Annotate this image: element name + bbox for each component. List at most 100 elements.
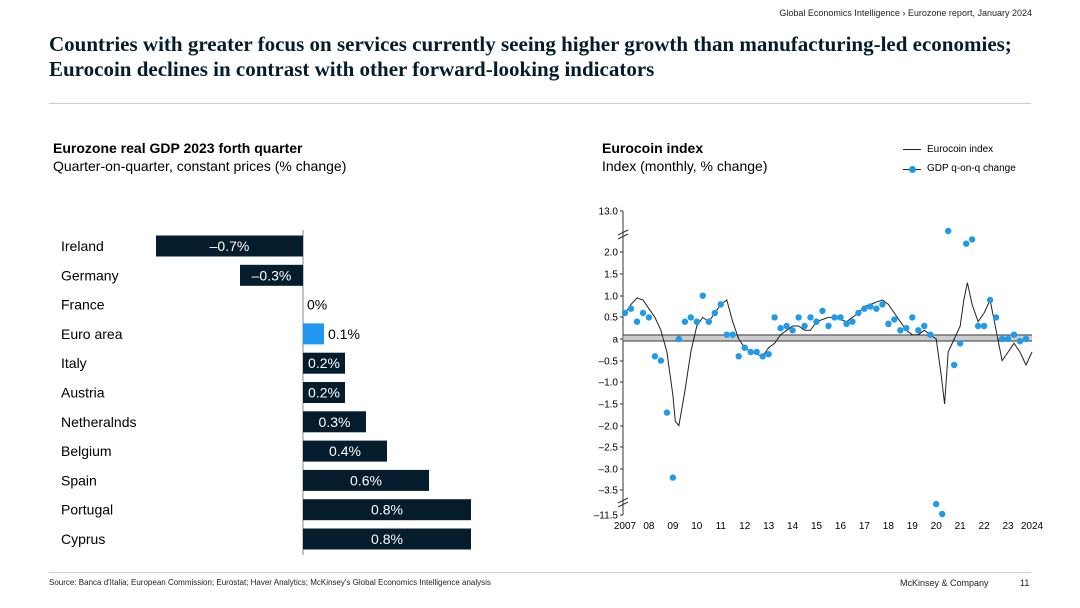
gdp-dot bbox=[675, 335, 683, 343]
gdp-dot bbox=[777, 325, 784, 332]
gdp-dot bbox=[1004, 335, 1012, 343]
gdp-dot bbox=[657, 357, 665, 364]
bar-value-label: 0.8% bbox=[371, 531, 403, 547]
y-tick-label: –1.0 bbox=[599, 378, 619, 389]
bar-category-label: Spain bbox=[61, 472, 97, 488]
axis-break-mark bbox=[617, 229, 629, 236]
gdp-dot bbox=[699, 292, 706, 299]
gdp-dot bbox=[795, 314, 802, 321]
page-number: 11 bbox=[1020, 578, 1030, 588]
bar-category-label: Belgium bbox=[61, 443, 112, 459]
eurocoin-chart-title: Eurocoin index bbox=[602, 140, 704, 156]
gdp-chart-title: Eurozone real GDP 2023 forth quarter bbox=[53, 140, 303, 156]
gdp-dot bbox=[807, 314, 814, 321]
bar-value-label: 0.8% bbox=[371, 502, 403, 518]
gdp-bar-chart: Ireland –0.7% Germany –0.3% France 0% Euro are… bbox=[61, 230, 471, 555]
y-tick-label: –0.5 bbox=[599, 357, 619, 368]
bar-category-label: Portugal bbox=[61, 502, 113, 518]
x-tick-label: 09 bbox=[667, 521, 679, 532]
gdp-dot bbox=[1010, 331, 1018, 338]
gdp-dot bbox=[741, 344, 748, 351]
eurocoin-line-chart: 13.0 2.0 1.5 1.0 0.5 a –0.5 –1.0 –1.5 –2.0 –2.5 –3.… bbox=[594, 207, 1044, 533]
y-tick-label: –1.5 bbox=[599, 400, 619, 411]
bar-value-label: 0.4% bbox=[329, 443, 361, 459]
bar bbox=[303, 323, 324, 345]
brand-name: McKinsey & Company bbox=[900, 578, 989, 588]
bar-value-label: 0% bbox=[307, 297, 327, 313]
y-tick-label: 2.0 bbox=[604, 248, 618, 259]
y-tick-label: –3.5 bbox=[599, 486, 619, 497]
x-tick-label: 12 bbox=[739, 521, 751, 532]
gdp-dot bbox=[759, 353, 766, 360]
gdp-chart-subtitle: Quarter-on-quarter, constant prices (% c… bbox=[53, 158, 347, 174]
bar-value-label: 0.6% bbox=[350, 472, 382, 488]
gdp-dot bbox=[627, 305, 635, 312]
gdp-dot bbox=[753, 348, 760, 356]
gdp-dot bbox=[855, 309, 862, 317]
bar-value-label: –0.7% bbox=[210, 238, 250, 254]
bar-value-label: 0.3% bbox=[319, 414, 351, 430]
bar-category-label: Austria bbox=[61, 385, 105, 401]
gdp-dot bbox=[861, 305, 868, 312]
gdp-dot bbox=[849, 318, 856, 325]
x-tick-label: 15 bbox=[811, 521, 823, 532]
month-ticks bbox=[622, 335, 1032, 341]
gdp-dot bbox=[867, 303, 874, 310]
gdp-dot bbox=[957, 340, 964, 347]
footer-divider bbox=[49, 572, 1031, 573]
gdp-dot bbox=[927, 331, 934, 338]
gdp-dot bbox=[998, 335, 1006, 343]
x-tick-label: 11 bbox=[716, 521, 727, 532]
gdp-dot bbox=[681, 318, 689, 325]
gdp-dot bbox=[633, 318, 641, 325]
gdp-dot bbox=[945, 227, 952, 235]
x-tick-label: 22 bbox=[979, 521, 991, 532]
gdp-dot bbox=[813, 318, 820, 325]
legend-eurocoin-label: Eurocoin index bbox=[927, 144, 994, 155]
legend-line-swatch bbox=[903, 149, 921, 150]
x-tick-label: 19 bbox=[907, 521, 919, 532]
x-tick-label: 21 bbox=[955, 521, 967, 532]
gdp-dot bbox=[968, 236, 976, 243]
gdp-dot bbox=[843, 320, 850, 327]
gdp-dot bbox=[921, 322, 928, 330]
legend-gdp-label: GDP q-on-q change bbox=[927, 163, 1016, 174]
axis-break-mark bbox=[617, 501, 629, 508]
eurocoin-line bbox=[624, 282, 1033, 427]
bar bbox=[303, 411, 366, 433]
gdp-dot bbox=[723, 331, 730, 338]
gdp-dot bbox=[729, 331, 736, 338]
gdp-dot bbox=[819, 307, 826, 315]
gdp-dot bbox=[801, 322, 808, 330]
gdp-dot bbox=[825, 322, 832, 330]
gdp-dot bbox=[974, 322, 982, 330]
bar-category-label: France bbox=[61, 297, 105, 313]
gdp-dot bbox=[783, 322, 790, 330]
gdp-dot bbox=[951, 361, 958, 369]
gdp-dot bbox=[909, 314, 916, 321]
gdp-dot bbox=[621, 309, 629, 317]
gdp-dot bbox=[687, 314, 694, 321]
x-tick-label: 13 bbox=[763, 521, 775, 532]
gdp-dot bbox=[897, 327, 904, 334]
bar-category-label: Germany bbox=[61, 267, 119, 283]
x-tick-label: 10 bbox=[691, 521, 703, 532]
bar-value-label: 0.1% bbox=[328, 326, 360, 342]
x-tick-label: 08 bbox=[643, 521, 655, 532]
gdp-dot bbox=[963, 240, 970, 247]
gdp-dot bbox=[831, 314, 838, 321]
bar-category-label: Cyprus bbox=[61, 531, 105, 547]
gdp-dot bbox=[693, 318, 700, 325]
y-tick-label: –3.0 bbox=[599, 465, 619, 476]
x-tick-label: 16 bbox=[835, 521, 847, 532]
gdp-dot bbox=[717, 301, 724, 308]
gdp-dot bbox=[939, 510, 946, 518]
y-tick-label: –2.5 bbox=[599, 443, 619, 454]
bar bbox=[303, 469, 429, 491]
axis-break-mark bbox=[617, 233, 629, 240]
bar bbox=[303, 440, 387, 462]
gdp-dot bbox=[639, 309, 647, 317]
gdp-dot bbox=[885, 320, 892, 327]
gdp-dot bbox=[873, 305, 880, 312]
x-tick-label: 20 bbox=[931, 521, 943, 532]
